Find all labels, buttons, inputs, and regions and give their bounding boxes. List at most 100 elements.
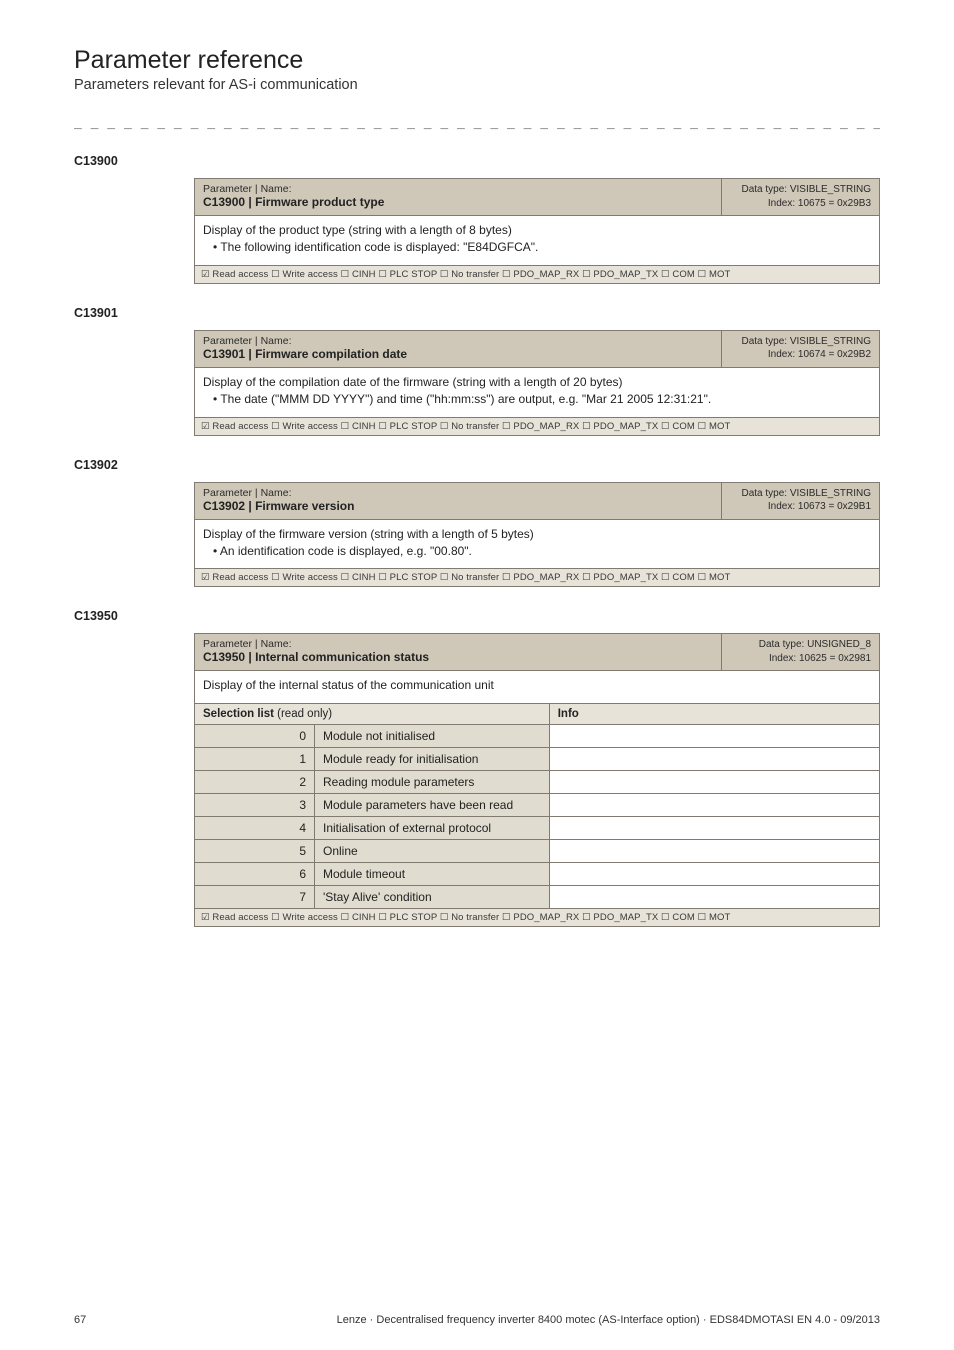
header-label: Parameter | Name: — [203, 638, 713, 650]
table-row: Display of the firmware version (string … — [195, 519, 880, 569]
header-label: Parameter | Name: — [203, 487, 713, 499]
table-row: 6 Module timeout — [195, 862, 880, 885]
doc-info: Lenze · Decentralised frequency inverter… — [337, 1314, 880, 1326]
row-info — [549, 885, 879, 908]
data-type: Data type: VISIBLE_STRING — [730, 335, 871, 349]
data-type: Data type: VISIBLE_STRING — [730, 183, 871, 197]
footer-cell: ☑ Read access ☐ Write access ☐ CINH ☐ PL… — [195, 417, 880, 435]
header-label: Parameter | Name: — [203, 183, 713, 195]
footer-cell: ☑ Read access ☐ Write access ☐ CINH ☐ PL… — [195, 265, 880, 283]
row-text: Reading module parameters — [315, 770, 550, 793]
row-text: 'Stay Alive' condition — [315, 885, 550, 908]
header-name: C13901 | Firmware compilation date — [203, 347, 713, 361]
header-text: | Internal communication status — [245, 650, 429, 664]
header-right: Data type: VISIBLE_STRING Index: 10674 =… — [722, 330, 880, 367]
row-number: 3 — [195, 793, 315, 816]
header-right: Data type: VISIBLE_STRING Index: 10673 =… — [722, 482, 880, 519]
table-row: Parameter | Name: C13902 | Firmware vers… — [195, 482, 880, 519]
index: Index: 10673 = 0x29B1 — [730, 500, 871, 514]
data-type: Data type: UNSIGNED_8 — [730, 638, 871, 652]
table-row: Parameter | Name: C13900 | Firmware prod… — [195, 179, 880, 216]
table-row: Selection list (read only) Info — [195, 703, 880, 724]
table-row: Display of the internal status of the co… — [195, 671, 880, 703]
row-info — [549, 816, 879, 839]
parameter-table: Parameter | Name: C13902 | Firmware vers… — [194, 482, 880, 588]
sel-label: Selection list — [203, 708, 274, 720]
body-cell: Display of the firmware version (string … — [195, 519, 880, 569]
header-left: Parameter | Name: C13901 | Firmware comp… — [195, 330, 722, 367]
body-cell: Display of the compilation date of the f… — [195, 367, 880, 417]
body-line: Display of the firmware version (string … — [203, 526, 871, 543]
header-code: C13901 — [203, 347, 245, 361]
section-id: C13902 — [74, 458, 880, 472]
row-text: Module not initialised — [315, 724, 550, 747]
body-line: Display of the product type (string with… — [203, 222, 871, 239]
table-row: 2 Reading module parameters — [195, 770, 880, 793]
row-info — [549, 839, 879, 862]
table-row: Parameter | Name: C13901 | Firmware comp… — [195, 330, 880, 367]
table-row: Display of the product type (string with… — [195, 216, 880, 266]
row-text: Module parameters have been read — [315, 793, 550, 816]
header-text: | Firmware compilation date — [245, 347, 407, 361]
table-row: Parameter | Name: C13950 | Internal comm… — [195, 634, 880, 671]
table-row: 1 Module ready for initialisation — [195, 747, 880, 770]
table-row: 3 Module parameters have been read — [195, 793, 880, 816]
header-name: C13900 | Firmware product type — [203, 195, 713, 209]
row-info — [549, 793, 879, 816]
divider-dashes: _ _ _ _ _ _ _ _ _ _ _ _ _ _ _ _ _ _ _ _ … — [74, 115, 880, 130]
info-header: Info — [549, 703, 879, 724]
body-line: • The following identification code is d… — [203, 239, 871, 256]
row-number: 4 — [195, 816, 315, 839]
section-id: C13901 — [74, 306, 880, 320]
page-footer: 67 Lenze · Decentralised frequency inver… — [74, 1314, 880, 1326]
header-code: C13902 — [203, 499, 245, 513]
row-text: Module ready for initialisation — [315, 747, 550, 770]
header-left: Parameter | Name: C13902 | Firmware vers… — [195, 482, 722, 519]
header-name: C13902 | Firmware version — [203, 499, 713, 513]
table-row: Display of the compilation date of the f… — [195, 367, 880, 417]
parameter-box: Parameter | Name: C13902 | Firmware vers… — [194, 482, 880, 588]
header-text: | Firmware product type — [245, 195, 384, 209]
row-text: Online — [315, 839, 550, 862]
header-code: C13900 — [203, 195, 245, 209]
table-row: 7 'Stay Alive' condition — [195, 885, 880, 908]
header-label: Parameter | Name: — [203, 335, 713, 347]
page-subtitle: Parameters relevant for AS-i communicati… — [74, 77, 880, 93]
body-line: Display of the compilation date of the f… — [203, 374, 871, 391]
row-number: 2 — [195, 770, 315, 793]
row-number: 5 — [195, 839, 315, 862]
footer-cell: ☑ Read access ☐ Write access ☐ CINH ☐ PL… — [195, 569, 880, 587]
body-cell: Display of the product type (string with… — [195, 216, 880, 266]
header-right: Data type: UNSIGNED_8 Index: 10625 = 0x2… — [722, 634, 880, 671]
row-number: 6 — [195, 862, 315, 885]
row-info — [549, 862, 879, 885]
index: Index: 10674 = 0x29B2 — [730, 348, 871, 362]
table-row: 0 Module not initialised — [195, 724, 880, 747]
header-text: | Firmware version — [245, 499, 354, 513]
parameter-box: Parameter | Name: C13900 | Firmware prod… — [194, 178, 880, 284]
section-id: C13900 — [74, 154, 880, 168]
parameter-box: Parameter | Name: C13950 | Internal comm… — [194, 633, 880, 926]
sel-suffix: (read only) — [274, 708, 332, 720]
table-row: ☑ Read access ☐ Write access ☐ CINH ☐ PL… — [195, 569, 880, 587]
body-line: • An identification code is displayed, e… — [203, 543, 871, 560]
header-name: C13950 | Internal communication status — [203, 650, 713, 664]
index: Index: 10625 = 0x2981 — [730, 652, 871, 666]
header-right: Data type: VISIBLE_STRING Index: 10675 =… — [722, 179, 880, 216]
section-id: C13950 — [74, 609, 880, 623]
footer-cell: ☑ Read access ☐ Write access ☐ CINH ☐ PL… — [195, 908, 880, 926]
row-info — [549, 724, 879, 747]
parameter-table: Parameter | Name: C13900 | Firmware prod… — [194, 178, 880, 284]
table-row: 4 Initialisation of external protocol — [195, 816, 880, 839]
body-cell: Display of the internal status of the co… — [195, 671, 880, 703]
body-line: • The date ("MMM DD YYYY") and time ("hh… — [203, 391, 871, 408]
header-code: C13950 — [203, 650, 245, 664]
page-title: Parameter reference — [74, 46, 880, 75]
row-text: Initialisation of external protocol — [315, 816, 550, 839]
parameter-table: Parameter | Name: C13901 | Firmware comp… — [194, 330, 880, 436]
header-left: Parameter | Name: C13950 | Internal comm… — [195, 634, 722, 671]
table-row: 5 Online — [195, 839, 880, 862]
row-info — [549, 747, 879, 770]
selection-list-header: Selection list (read only) — [195, 703, 550, 724]
row-info — [549, 770, 879, 793]
